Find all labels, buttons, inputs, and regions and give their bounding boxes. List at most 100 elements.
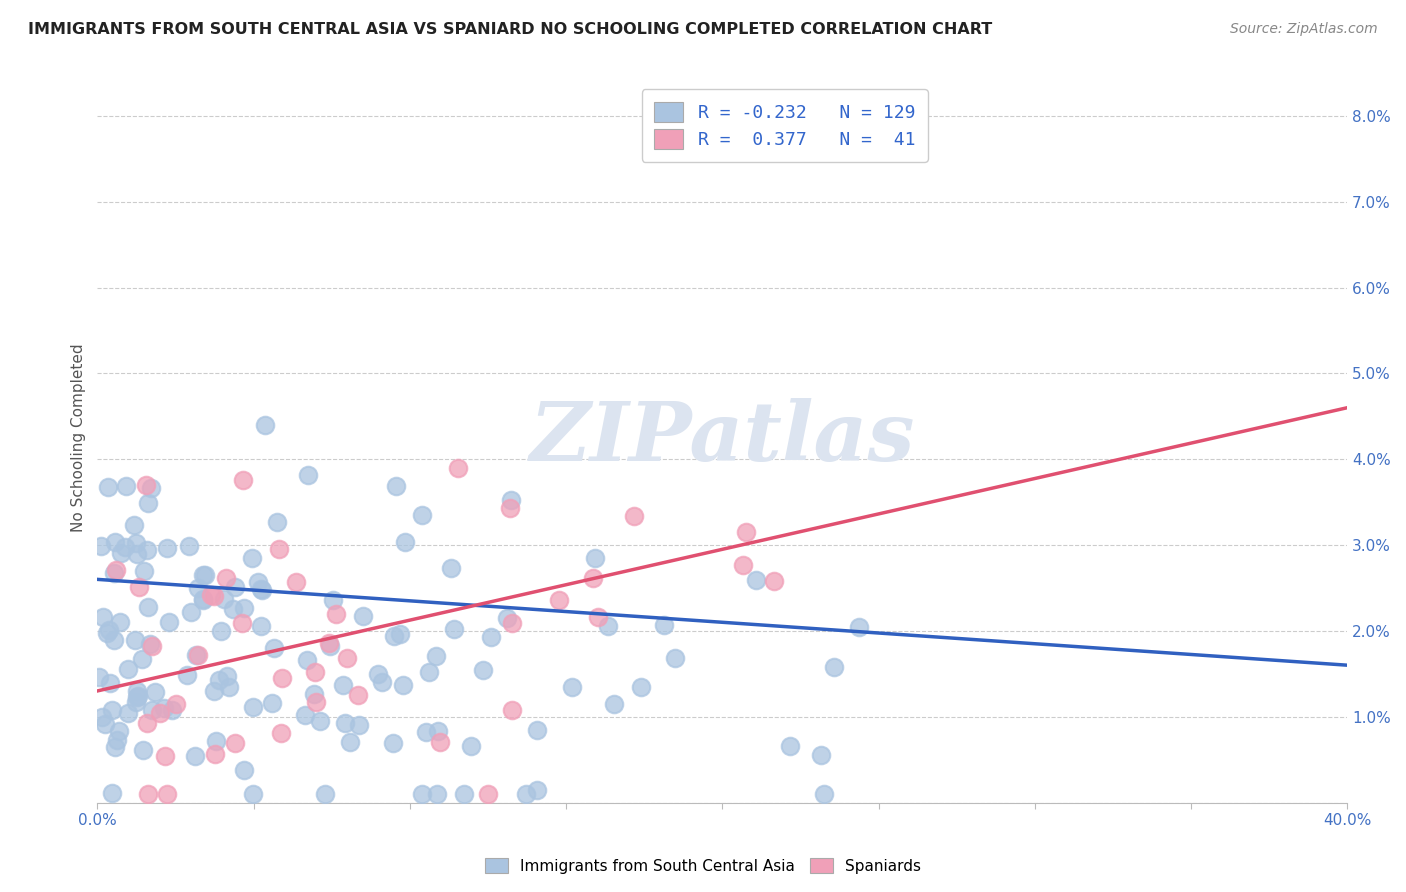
Point: [101, 703, 124, 717]
Point: [202, 589, 225, 603]
Point: [561, 680, 583, 694]
Point: [136, 716, 159, 731]
Point: [664, 651, 686, 665]
Point: [479, 630, 502, 644]
Point: [156, 787, 179, 801]
Point: [352, 609, 374, 624]
Point: [165, 698, 187, 712]
Point: [218, 681, 240, 695]
Point: [314, 787, 336, 801]
Point: [136, 496, 159, 510]
Point: [209, 624, 232, 639]
Point: [385, 479, 408, 493]
Point: [108, 615, 131, 629]
Point: [325, 607, 347, 621]
Point: [184, 749, 207, 764]
Point: [515, 787, 537, 801]
Point: [153, 701, 176, 715]
Point: [297, 468, 319, 483]
Point: [153, 748, 176, 763]
Point: [131, 652, 153, 666]
Point: [217, 668, 239, 682]
Point: [319, 639, 342, 653]
Point: [138, 637, 160, 651]
Point: [347, 718, 370, 732]
Point: [304, 665, 326, 680]
Point: [108, 723, 131, 738]
Point: [582, 571, 605, 585]
Point: [104, 535, 127, 549]
Point: [339, 735, 361, 749]
Point: [779, 739, 801, 753]
Point: [87, 670, 110, 684]
Point: [371, 675, 394, 690]
Point: [548, 593, 571, 607]
Point: [136, 787, 159, 801]
Point: [443, 622, 465, 636]
Point: [823, 660, 845, 674]
Point: [848, 620, 870, 634]
Point: [382, 736, 405, 750]
Point: [762, 574, 785, 588]
Point: [411, 508, 433, 522]
Point: [734, 525, 756, 540]
Point: [411, 787, 433, 801]
Point: [96, 626, 118, 640]
Point: [526, 723, 548, 737]
Point: [269, 541, 291, 556]
Point: [242, 699, 264, 714]
Point: [367, 667, 389, 681]
Legend: Immigrants from South Central Asia, Spaniards: Immigrants from South Central Asia, Span…: [478, 852, 928, 880]
Point: [596, 619, 619, 633]
Point: [427, 723, 450, 738]
Point: [499, 500, 522, 515]
Point: [392, 678, 415, 692]
Point: [623, 508, 645, 523]
Point: [184, 648, 207, 662]
Point: [139, 481, 162, 495]
Point: [250, 619, 273, 633]
Point: [347, 689, 370, 703]
Point: [93, 717, 115, 731]
Point: [202, 684, 225, 698]
Point: [90, 709, 112, 723]
Point: [97, 480, 120, 494]
Point: [603, 697, 626, 711]
Point: [103, 633, 125, 648]
Point: [332, 677, 354, 691]
Point: [270, 672, 292, 686]
Y-axis label: No Schooling Completed: No Schooling Completed: [72, 343, 86, 532]
Point: [135, 542, 157, 557]
Point: [501, 615, 523, 630]
Point: [254, 418, 277, 433]
Point: [194, 567, 217, 582]
Legend: R = -0.232   N = 129, R =  0.377   N =  41: R = -0.232 N = 129, R = 0.377 N = 41: [641, 89, 928, 161]
Point: [270, 725, 292, 739]
Point: [90, 539, 112, 553]
Point: [122, 517, 145, 532]
Point: [266, 515, 288, 529]
Point: [418, 665, 440, 680]
Point: [135, 478, 157, 492]
Point: [117, 662, 139, 676]
Point: [232, 601, 254, 615]
Point: [263, 640, 285, 655]
Point: [115, 479, 138, 493]
Point: [127, 689, 149, 703]
Text: Source: ZipAtlas.com: Source: ZipAtlas.com: [1230, 22, 1378, 37]
Point: [249, 582, 271, 596]
Point: [446, 461, 468, 475]
Text: ZIPatlas: ZIPatlas: [530, 398, 915, 478]
Point: [471, 663, 494, 677]
Point: [128, 580, 150, 594]
Point: [247, 575, 270, 590]
Point: [124, 633, 146, 648]
Point: [200, 588, 222, 602]
Point: [224, 580, 246, 594]
Point: [394, 534, 416, 549]
Point: [305, 695, 328, 709]
Point: [232, 473, 254, 487]
Point: [125, 690, 148, 704]
Point: [193, 592, 215, 607]
Point: [285, 574, 308, 589]
